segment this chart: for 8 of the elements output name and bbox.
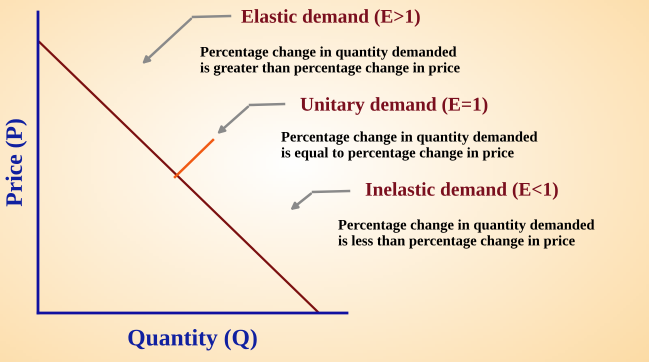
annotation: Percentage change in quantity demanded is equal to percentage change in price	[281, 131, 538, 161]
annotation: Unitary demand (E=1)	[300, 97, 488, 115]
annotation: Percentage change in quantity demanded is less than percentage change in price	[338, 219, 594, 249]
annotation: Inelastic demand (E<1)	[366, 182, 558, 200]
text: Elastic demand (E>1)	[241, 9, 420, 27]
y-axis-title: Price (P)	[5, 119, 27, 206]
annotation: Percentage change in quantity demanded is greater than percentage change in price	[200, 46, 460, 76]
x-axis-title: Quantity (Q)	[128, 328, 257, 350]
